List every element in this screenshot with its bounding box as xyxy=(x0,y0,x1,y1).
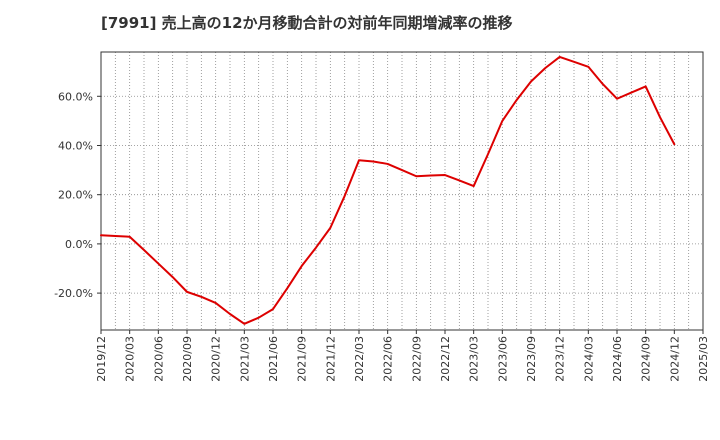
data-point xyxy=(358,159,360,161)
plot-area-frame xyxy=(100,51,704,331)
x-tick-label: 2024/03 xyxy=(582,336,595,382)
data-point xyxy=(172,276,174,278)
data-point xyxy=(501,120,503,122)
x-tick-label: 2022/03 xyxy=(353,336,366,382)
data-point xyxy=(129,236,131,238)
x-tick-label: 2023/09 xyxy=(525,336,538,382)
x-tick-label: 2024/06 xyxy=(611,336,624,382)
x-tick-label: 2021/06 xyxy=(267,336,280,382)
data-point xyxy=(157,263,159,265)
data-point xyxy=(659,116,661,118)
x-tick-label: 2021/09 xyxy=(296,336,309,382)
data-point xyxy=(301,265,303,267)
data-point xyxy=(602,83,604,85)
data-point xyxy=(200,296,202,298)
data-point xyxy=(645,85,647,87)
data-point xyxy=(114,235,116,237)
x-tick-label: 2022/12 xyxy=(439,336,452,382)
data-point xyxy=(372,160,374,162)
y-axis-ticks: -20.0% 0.0% 20.0% 40.0% 60.0% xyxy=(54,90,101,300)
data-point xyxy=(286,287,288,289)
data-point xyxy=(243,323,245,325)
data-point xyxy=(415,175,417,177)
x-tick-label: 2024/09 xyxy=(640,336,653,382)
x-tick-label: 2023/03 xyxy=(468,336,481,382)
data-point xyxy=(229,313,231,315)
data-point xyxy=(100,234,102,236)
x-tick-label: 2023/12 xyxy=(554,336,567,382)
data-point xyxy=(430,175,432,177)
x-axis-ticks: 2019/12 2020/03 2020/06 2020/09 2020/12 2021/… xyxy=(95,330,710,382)
y-tick-label: -20.0% xyxy=(54,287,93,300)
data-point xyxy=(587,66,589,68)
y-tick-label: 60.0% xyxy=(58,90,93,103)
data-point xyxy=(616,98,618,100)
data-point xyxy=(544,67,546,69)
data-point xyxy=(387,163,389,165)
data-point xyxy=(559,56,561,58)
x-tick-label: 2022/06 xyxy=(382,336,395,382)
x-tick-label: 2021/03 xyxy=(238,336,251,382)
data-point xyxy=(516,99,518,101)
series-line xyxy=(100,55,676,325)
data-point xyxy=(458,179,460,181)
data-point xyxy=(186,291,188,293)
x-tick-label: 2020/03 xyxy=(124,336,137,382)
y-tick-label: 0.0% xyxy=(65,238,93,251)
data-point xyxy=(272,308,274,310)
data-point xyxy=(258,317,260,319)
data-point xyxy=(530,81,532,83)
data-point xyxy=(573,61,575,63)
data-point xyxy=(143,249,145,251)
data-point xyxy=(487,153,489,155)
data-point xyxy=(215,302,217,304)
y-tick-label: 40.0% xyxy=(58,139,93,152)
data-point xyxy=(630,92,632,94)
x-tick-label: 2020/12 xyxy=(210,336,223,382)
data-point xyxy=(401,169,403,171)
data-point xyxy=(315,247,317,249)
grid-lines xyxy=(101,52,703,330)
chart-title: [7991] 売上高の12か月移動合計の対前年同期増減率の推移 xyxy=(101,14,513,32)
series-group xyxy=(100,55,676,325)
data-point xyxy=(444,174,446,176)
data-point xyxy=(329,227,331,229)
x-tick-label: 2019/12 xyxy=(95,336,108,382)
y-tick-label: 20.0% xyxy=(58,189,93,202)
x-tick-label: 2021/12 xyxy=(324,336,337,382)
data-point xyxy=(344,195,346,197)
x-tick-label: 2020/06 xyxy=(152,336,165,382)
x-tick-label: 2020/09 xyxy=(181,336,194,382)
x-tick-label: 2025/03 xyxy=(697,336,710,382)
x-tick-label: 2022/09 xyxy=(410,336,423,382)
data-point xyxy=(673,143,675,145)
data-point xyxy=(473,185,475,187)
x-tick-label: 2023/06 xyxy=(496,336,509,382)
x-tick-label: 2024/12 xyxy=(668,336,681,382)
